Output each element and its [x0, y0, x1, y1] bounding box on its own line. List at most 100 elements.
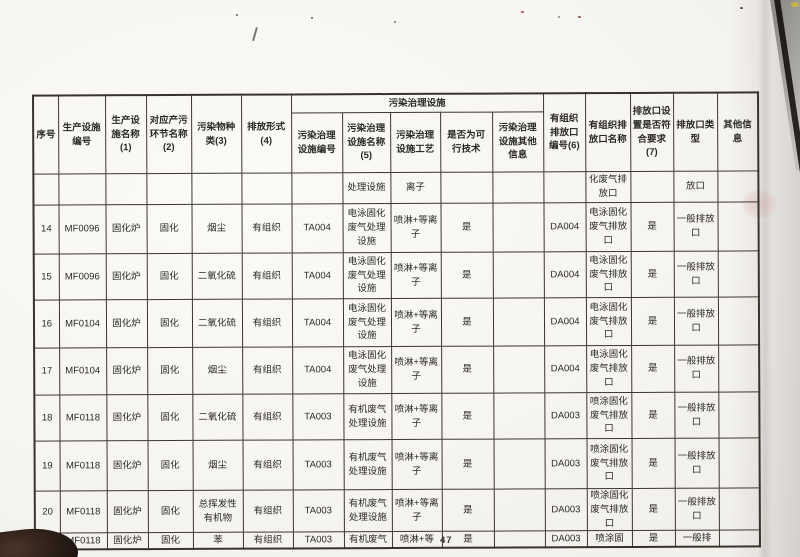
- table-cell: MF0118: [59, 394, 107, 441]
- table-cell: 固化炉: [106, 490, 148, 534]
- table-cell: 喷淋+等离子: [390, 298, 442, 347]
- table-cell: MF0096: [58, 253, 106, 300]
- table-cell: 有机废气处理设施: [343, 393, 392, 440]
- table-cell: 固化: [147, 394, 193, 441]
- header-pollutant-type: 污染物种类(3): [191, 94, 242, 174]
- table-cell: 是: [440, 203, 493, 253]
- table-cell: [492, 251, 544, 299]
- table-cell: 19: [34, 440, 60, 492]
- table-cell: 是: [630, 297, 675, 346]
- table-cell: [717, 201, 759, 252]
- table-cell: 放口: [673, 171, 718, 203]
- table-cell: 是: [441, 346, 494, 394]
- table-cell: 一般排放口: [674, 345, 719, 393]
- header-pollution-link: 对应产污环节名称(2): [146, 94, 192, 174]
- table-cell: 固化: [147, 347, 193, 395]
- table-row: 20 MF0118 固化炉 固化 总挥发性有机物 有组织 TA003 有机废气处理设施 喷淋+等…: [34, 487, 760, 534]
- table-cell: TA004: [292, 346, 344, 394]
- table-cell: DA004: [543, 251, 586, 298]
- page-number: 47: [440, 535, 453, 546]
- table-cell: 电泳固化废气排放口: [585, 297, 632, 346]
- permit-table-wrap: 序号 生产设施编号 生产设施名称(1) 对应产污环节名称(2) 污染物种类(3)…: [32, 91, 762, 551]
- table-cell: 一般排放口: [674, 488, 719, 531]
- table-cell: 有组织: [242, 532, 293, 549]
- table-cell: 离子: [390, 172, 441, 204]
- paper-fold-shadow: [758, 0, 772, 557]
- table-cell: MF0118: [59, 490, 107, 534]
- table-cell: 固化: [147, 440, 193, 491]
- table-cell: 总挥发性有机物: [192, 490, 243, 533]
- table-cell: 喷淋+等离子: [390, 252, 441, 299]
- table-cell: 电泳固化废气排放口: [585, 251, 631, 298]
- table-cell: 电泳固化废气处理设施: [342, 203, 391, 253]
- table-cell: 喷淋+等离子: [391, 346, 442, 394]
- table-cell: 有机废气: [343, 531, 392, 549]
- table-cell: DA004: [543, 202, 586, 252]
- table-header: 序号 生产设施编号 生产设施名称(1) 对应产污环节名称(2) 污染物种类(3)…: [33, 92, 759, 175]
- table-cell: [717, 170, 759, 203]
- header-outlet-name: 有组织排放口名称: [585, 92, 631, 172]
- table-cell: 烟尘: [192, 347, 243, 395]
- table-row: 17 MF0104 固化炉 固化 烟尘 有组织 TA004 电泳固化废气处理设施 喷淋+等离子是…: [34, 344, 760, 396]
- table-cell: TA003: [292, 532, 344, 549]
- table-cell: [718, 530, 761, 547]
- table-cell: [718, 344, 760, 393]
- table-row: 19 MF0118 固化炉 固化 烟尘 有组织 TA003 有机废气处理设施 喷淋+等离子是 DA…: [34, 437, 760, 492]
- table-cell: 喷淋+等离子: [391, 393, 442, 440]
- table-cell: 固化炉: [106, 347, 148, 395]
- table-cell: 固化炉: [105, 204, 147, 254]
- header-emission-form: 排放形式(4): [241, 94, 292, 174]
- header-serial: 序号: [33, 95, 59, 175]
- table-cell: 是: [441, 439, 494, 490]
- table-cell: 固化炉: [106, 532, 148, 550]
- scan-speck: [236, 14, 238, 16]
- table-cell: 16: [33, 299, 60, 349]
- table-cell: TA003: [292, 439, 344, 490]
- table-cell: 固化: [146, 204, 192, 254]
- table-cell: 喷淋+等离子: [391, 439, 442, 490]
- table-cell: 喷涂固化废气排放口: [586, 438, 632, 489]
- table-cell: [58, 173, 106, 205]
- table-cell: 化废气排放口: [585, 171, 631, 203]
- table-cell: 有组织: [242, 393, 293, 441]
- header-facility-id: 生产设施编号: [58, 95, 106, 174]
- table-cell: 喷涂固化废气排放口: [586, 392, 632, 439]
- table-cell: [492, 202, 544, 253]
- table-cell: TA003: [292, 393, 344, 440]
- table-cell: 电泳固化废气排放口: [586, 345, 632, 393]
- table-cell: [493, 392, 545, 440]
- table-cell: 有组织: [241, 298, 293, 348]
- table-cell: MF0096: [58, 204, 106, 254]
- table-cell: 有组织: [242, 489, 293, 533]
- table-cell: 电泳固化废气处理设施: [342, 252, 391, 299]
- table-cell: 固化: [147, 532, 193, 550]
- table-cell: 是: [631, 345, 675, 393]
- table-cell: 14: [33, 204, 59, 255]
- table-cell: 是: [631, 392, 675, 439]
- table-cell: 是: [440, 298, 494, 347]
- table-cell: [718, 487, 760, 531]
- table-cell: 喷淋+等离子: [391, 489, 442, 532]
- table-cell: 是: [631, 530, 676, 548]
- table-cell: [191, 173, 242, 205]
- table-cell: 有组织: [242, 346, 293, 395]
- header-treatment-name: 污染治理设施名称(5): [342, 112, 391, 173]
- table-cell: 喷涂固化废气排放口: [586, 488, 632, 531]
- header-treatment-group: 污染治理设施: [291, 93, 544, 113]
- table-cell: 有机废气处理设施: [343, 489, 392, 533]
- table-cell: MF0118: [59, 440, 107, 491]
- header-other-info: 其他信息: [717, 92, 759, 172]
- table-cell: 一般排放口: [674, 438, 719, 489]
- table-cell: DA004: [543, 297, 587, 346]
- table-cell: 有组织: [241, 203, 292, 254]
- table-cell: 17: [34, 347, 60, 396]
- table-cell: 是: [631, 488, 675, 531]
- table-cell: 有组织: [241, 252, 292, 300]
- table-cell: 喷淋+等: [391, 531, 442, 549]
- table-cell: 电泳固化废气处理设施: [343, 346, 392, 394]
- table-cell: 二氧化硫: [191, 299, 243, 348]
- header-feasible-tech: 是否为可行技术: [440, 112, 493, 173]
- table-cell: 是: [630, 202, 674, 252]
